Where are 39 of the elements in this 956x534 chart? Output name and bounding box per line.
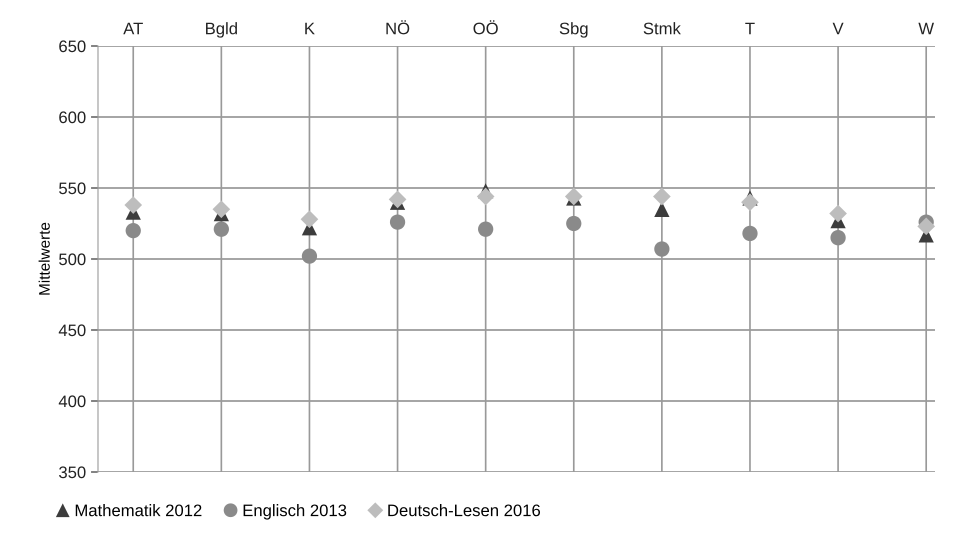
y-tick-label: 550: [59, 182, 86, 194]
legend-label: Englisch 2013: [244, 504, 346, 520]
x-tick-label: V: [832, 22, 844, 34]
point: [742, 226, 758, 242]
point: [476, 188, 494, 206]
point: [124, 196, 142, 214]
y-tick-label: 600: [59, 111, 86, 124]
y-tick-label: 650: [59, 40, 86, 52]
point: [654, 241, 670, 257]
x-tick-label: T: [745, 22, 755, 34]
x-tick-label: AT: [123, 22, 143, 34]
y-tick-label: 400: [58, 395, 86, 408]
point: [126, 222, 141, 238]
legend-label: Mathematik 2012: [76, 504, 202, 516]
point: [741, 193, 759, 212]
x-tick-label: W: [918, 22, 934, 34]
point: [214, 222, 229, 237]
y-axis-title: Mittelwerte: [38, 222, 50, 295]
y-tick-label: 350: [59, 466, 86, 478]
y-tick-label: 450: [58, 324, 86, 336]
point: [302, 248, 318, 264]
point: [829, 204, 847, 222]
y-tick-label: 500: [59, 253, 86, 266]
point: [917, 218, 935, 236]
x-tick-label: Stmk: [644, 22, 681, 34]
point: [300, 210, 318, 228]
x-tick-label: NÖ: [386, 20, 410, 34]
x-tick-label: K: [305, 22, 315, 34]
x-tick-label: Bgld: [206, 22, 237, 38]
point: [478, 222, 494, 237]
point: [830, 230, 846, 246]
point: [212, 200, 230, 218]
point: [390, 214, 406, 230]
point: [566, 216, 582, 232]
legend-label: Deutsch-Lesen 2016: [388, 504, 540, 516]
point: [653, 188, 671, 206]
x-tick-label: OÖ: [473, 20, 498, 34]
point: [388, 190, 406, 208]
x-tick-label: Sbg: [560, 22, 588, 38]
